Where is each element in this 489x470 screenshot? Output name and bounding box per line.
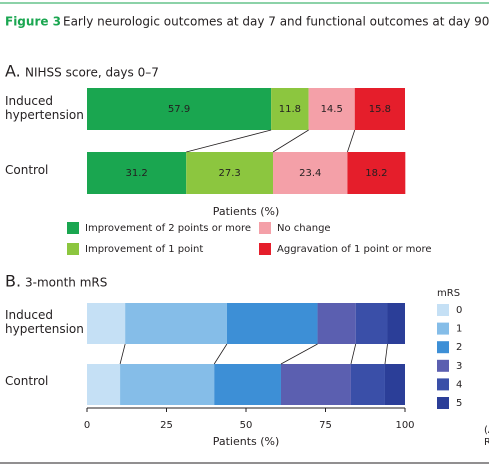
clipped-text: (A: [484, 425, 489, 436]
bar-segment: [384, 364, 405, 405]
legend-label: 2: [456, 342, 462, 353]
bar-segment: [387, 303, 405, 344]
legend-title: mRS: [437, 288, 460, 299]
x-tick-label: 100: [395, 420, 414, 431]
category-label: Induced hypertension: [5, 308, 84, 336]
bar-segment: [226, 303, 318, 344]
panel-label: B.: [5, 272, 21, 291]
legend-label: 5: [456, 398, 462, 409]
connector: [186, 129, 272, 153]
legend-swatch: [67, 243, 79, 255]
legend-label: Improvement of 1 point: [85, 244, 203, 255]
legend-label: No change: [277, 223, 331, 234]
bar-segment: [347, 152, 406, 194]
data-label: 27.3: [218, 168, 240, 179]
x-axis-title: Patients (%): [213, 435, 280, 448]
connector: [272, 129, 309, 153]
panel-title: NIHSS score, days 0–7: [25, 66, 159, 80]
x-axis-title: Patients (%): [213, 205, 280, 218]
connector: [384, 343, 388, 365]
legend-label: 1: [456, 324, 462, 335]
bar-segment: [87, 364, 121, 405]
bar-segment: [273, 152, 348, 194]
x-tick-label: 50: [240, 420, 253, 431]
legend-swatch: [437, 397, 449, 409]
legend-label: Improvement of 2 points or more: [85, 223, 251, 234]
bar-segment: [87, 152, 187, 194]
panel-label: A.: [5, 62, 21, 81]
legend-swatch: [437, 322, 449, 335]
legend-swatch: [67, 222, 79, 234]
category-label: Control: [5, 374, 49, 388]
bar-segment: [350, 364, 385, 405]
connector: [280, 343, 318, 365]
figure-label: Figure 3: [5, 15, 61, 29]
x-tick-label: 0: [84, 420, 90, 431]
data-label: 11.8: [279, 104, 301, 115]
x-tick-label: 25: [160, 420, 173, 431]
bar-segment: [355, 303, 388, 344]
data-label: 23.4: [299, 168, 321, 179]
data-label: 57.9: [168, 104, 190, 115]
clipped-text: R: [484, 437, 489, 448]
legend-swatch: [259, 222, 271, 234]
legend-label: Aggravation of 1 point or more: [277, 244, 432, 255]
bar-segment: [354, 88, 405, 130]
bar-segment: [214, 364, 281, 405]
bar-segment: [317, 303, 356, 344]
bar-segment: [280, 364, 351, 405]
legend-label: 3: [456, 361, 462, 372]
bar-segment: [186, 152, 274, 194]
legend-swatch: [437, 359, 449, 372]
figure-title: Early neurologic outcomes at day 7 and f…: [63, 15, 489, 29]
bar-segment: [308, 88, 355, 130]
connector: [347, 129, 356, 153]
data-label: 15.8: [369, 104, 391, 115]
data-label: 31.2: [125, 168, 147, 179]
bar-segment: [87, 88, 272, 130]
bar-segment: [120, 364, 215, 405]
bar-segment: [87, 303, 126, 344]
category-label: Induced hypertension: [5, 94, 84, 122]
legend-label: 4: [456, 379, 462, 390]
bar-segment: [271, 88, 309, 130]
legend-swatch: [259, 243, 271, 255]
connector: [350, 343, 357, 365]
legend-swatch: [437, 378, 449, 391]
connector: [213, 343, 228, 365]
legend-swatch: [437, 304, 449, 316]
data-label: 18.2: [365, 168, 387, 179]
data-label: 14.5: [321, 104, 343, 115]
legend-swatch: [437, 341, 449, 354]
legend-label: 0: [456, 305, 462, 316]
panel-title: 3-month mRS: [25, 276, 107, 290]
x-tick-label: 75: [319, 420, 332, 431]
connector: [119, 343, 126, 365]
category-label: Control: [5, 163, 49, 177]
bar-segment: [125, 303, 227, 344]
